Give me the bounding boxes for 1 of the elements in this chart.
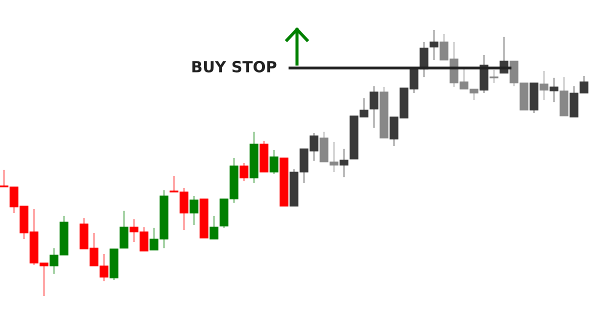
- ref-line-label: BUY STOP: [192, 60, 276, 72]
